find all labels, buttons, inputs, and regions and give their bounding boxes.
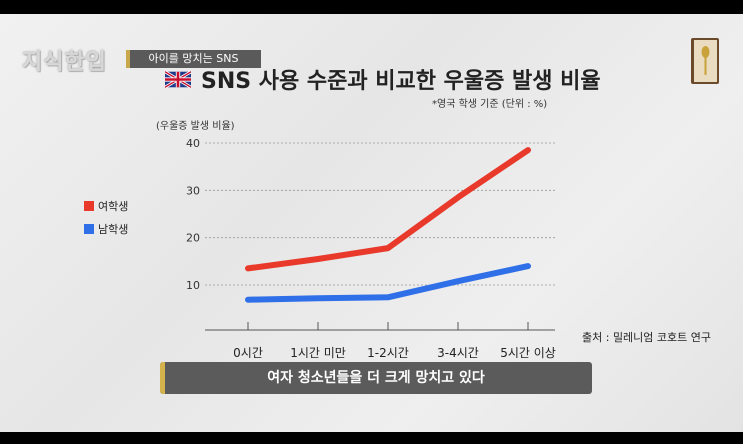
- book-spoon-icon: [691, 38, 719, 84]
- legend-item-girls: 여학생: [84, 198, 128, 214]
- caption-accent-bar: [160, 362, 165, 394]
- x-tick-label: 1-2시간: [367, 346, 409, 360]
- y-tick-labels: 10 20 30 40: [186, 137, 200, 292]
- x-tick-label: 3-4시간: [437, 346, 479, 360]
- y-axis-label: (우울증 발생 비율): [156, 120, 235, 132]
- x-tick-label: 0시간: [233, 346, 263, 360]
- x-tick-labels: 0시간 1시간 미만 1-2시간 3-4시간 5시간 이상: [233, 322, 556, 360]
- series-lines: [245, 147, 531, 303]
- legend-label-girls: 여학생: [98, 200, 129, 213]
- x-tick-label: 1시간 미만: [290, 346, 346, 360]
- source-note: 출처 : 밀레니엄 코호트 연구: [582, 331, 712, 344]
- legend-label-boys: 남학생: [98, 223, 129, 236]
- chart-subtitle: *영국 학생 기준 (단위 : %): [432, 99, 548, 110]
- y-tick-label: 20: [186, 232, 200, 245]
- series-line-boys: [245, 263, 531, 303]
- uk-flag-icon: [165, 70, 191, 88]
- y-tick-label: 40: [186, 137, 200, 150]
- subtitle-caption: 여자 청소년들을 더 크게 망치고 있다: [160, 362, 592, 394]
- topic-label: 아이를 망치는 SNS: [126, 50, 261, 68]
- legend-swatch-girls: [84, 201, 94, 211]
- y-tick-label: 30: [186, 184, 200, 197]
- y-tick-label: 10: [186, 279, 200, 292]
- series-line-girls: [245, 147, 531, 272]
- chart-title: SNS 사용 수준과 비교한 우울증 발생 비율: [201, 69, 601, 94]
- x-tick-label: 5시간 이상: [500, 346, 556, 360]
- channel-logo: 지식한입: [22, 50, 107, 75]
- legend-item-boys: 남학생: [84, 221, 128, 237]
- chart-legend: 여학생 남학생: [84, 198, 128, 244]
- topic-accent-bar: [126, 50, 130, 68]
- grid-lines: [205, 142, 555, 331]
- chart-title-row: SNS 사용 수준과 비교한 우울증 발생 비율: [165, 64, 601, 94]
- legend-swatch-boys: [84, 224, 94, 234]
